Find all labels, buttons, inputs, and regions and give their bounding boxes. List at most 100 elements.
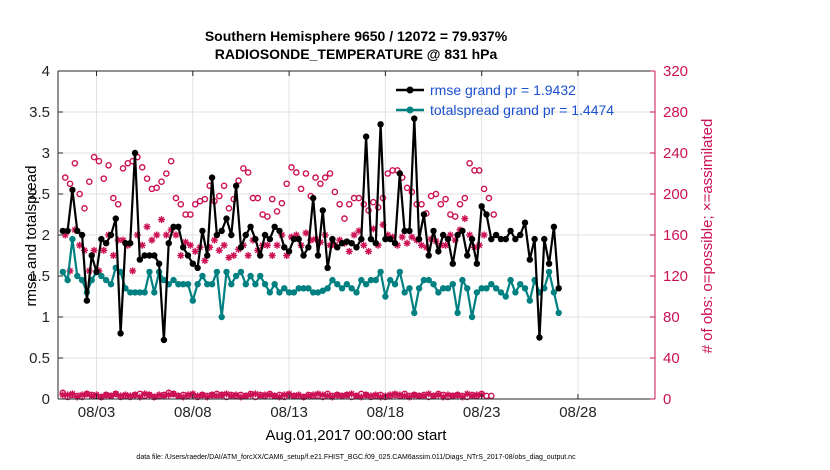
assimilated-obs-point	[353, 392, 360, 400]
totalspread-point	[218, 313, 225, 321]
y-tick-label-right: 120	[663, 268, 688, 285]
possible-obs-point	[317, 180, 324, 188]
assimilated-obs-stroke	[59, 391, 66, 398]
assimilated-obs-point	[266, 391, 274, 399]
assimilated-obs-stroke	[274, 242, 281, 249]
rmse-point	[338, 240, 346, 247]
assimilated-obs-stroke	[153, 232, 160, 238]
y-tick-label-left: 1	[42, 309, 50, 326]
rmse-point	[127, 240, 134, 247]
totalspread-point	[127, 289, 134, 296]
possible-obs-point	[268, 195, 276, 203]
y-tick-label-right: 240	[663, 145, 688, 162]
possible-obs-point	[153, 184, 160, 192]
totalspread-point	[261, 281, 269, 288]
rmse-point	[348, 240, 355, 247]
legend-rmse-marker	[406, 86, 414, 94]
totalspread-point	[146, 268, 153, 276]
possible-obs-point	[278, 199, 286, 207]
rmse-point	[502, 235, 509, 243]
rmse-point	[218, 227, 225, 235]
assimilated-obs-stroke	[158, 216, 165, 223]
assimilated-obs-stroke	[302, 229, 309, 236]
totalspread-point	[478, 285, 485, 292]
possible-obs-point	[215, 192, 223, 200]
rmse-point	[497, 235, 505, 243]
assimilated-obs-stroke	[444, 391, 451, 398]
totalspread-point	[387, 276, 394, 284]
possible-obs-point	[331, 188, 339, 196]
totalspread-point	[98, 272, 105, 280]
possible-obs-point	[466, 159, 473, 167]
totalspread-point	[348, 285, 355, 292]
possible-obs-point	[105, 161, 112, 169]
assimilated-obs-point	[153, 231, 161, 239]
rmse-point	[415, 235, 423, 243]
totalspread-point	[473, 289, 481, 296]
rmse-point	[521, 219, 529, 226]
possible-obs-point	[273, 208, 281, 215]
assimilated-obs-stroke	[156, 391, 163, 398]
rmse-point	[184, 252, 192, 259]
rmse-point	[430, 227, 437, 235]
y-tick-label-left: 0.5	[29, 350, 50, 367]
rmse-point	[175, 223, 182, 230]
possible-obs-point	[177, 200, 185, 208]
x-tick-label: 08/28	[559, 404, 597, 421]
possible-obs-point	[312, 174, 319, 181]
possible-obs-point	[95, 157, 103, 165]
possible-obs-point	[403, 184, 411, 192]
rmse-point	[237, 244, 245, 251]
assimilated-obs-stroke	[372, 391, 379, 398]
rmse-point	[88, 252, 95, 259]
rmse-point	[391, 240, 399, 247]
assimilated-obs-stroke	[286, 390, 293, 397]
rmse-point	[425, 252, 432, 259]
assimilated-obs-point	[162, 231, 170, 239]
assimilated-obs-stroke	[435, 391, 442, 398]
assimilated-obs-stroke	[69, 390, 76, 397]
totalspread-point	[492, 285, 500, 292]
totalspread-point	[391, 281, 399, 288]
legend-rmse-text: rmse grand pr = 1.9432	[430, 82, 576, 98]
possible-obs-point	[451, 213, 459, 220]
totalspread-point	[464, 285, 471, 292]
assimilated-obs-point	[59, 391, 67, 399]
totalspread-point	[545, 268, 553, 276]
assimilated-obs-stroke	[199, 391, 206, 398]
rmse-point	[526, 256, 534, 263]
assimilated-obs-stroke	[139, 242, 146, 249]
totalspread-point	[309, 289, 317, 296]
rmse-point	[271, 223, 278, 230]
assimilated-obs-stroke	[177, 252, 184, 259]
assimilated-obs-stroke	[346, 248, 353, 255]
assimilated-obs-stroke	[175, 392, 182, 399]
totalspread-point	[329, 276, 336, 284]
assimilated-obs-stroke	[221, 242, 228, 249]
totalspread-point	[199, 272, 206, 280]
assimilated-obs-point	[244, 252, 252, 259]
assimilated-obs-stroke	[461, 215, 468, 222]
totalspread-point	[507, 276, 514, 284]
possible-obs-point	[163, 170, 170, 177]
totalspread-point	[208, 281, 216, 288]
rmse-point	[199, 227, 206, 235]
rmse-point	[353, 244, 360, 251]
rmse-point	[208, 174, 216, 181]
rmse-point	[170, 223, 177, 230]
rmse-point	[309, 194, 317, 202]
assimilated-obs-point	[76, 241, 84, 249]
assimilated-obs-point	[215, 246, 223, 254]
x-tick-label: 08/08	[174, 404, 212, 421]
totalspread-point	[295, 285, 302, 292]
assimilated-obs-point	[191, 247, 199, 255]
legend-spread-marker	[406, 106, 414, 114]
assimilated-obs-point	[268, 252, 276, 259]
totalspread-point	[213, 268, 221, 276]
rmse-point	[362, 133, 370, 140]
assimilated-obs-point	[242, 392, 250, 400]
totalspread-point	[160, 276, 168, 284]
assimilated-obs-point	[177, 252, 185, 259]
rmse-point	[281, 244, 288, 251]
rmse-point	[387, 235, 394, 243]
